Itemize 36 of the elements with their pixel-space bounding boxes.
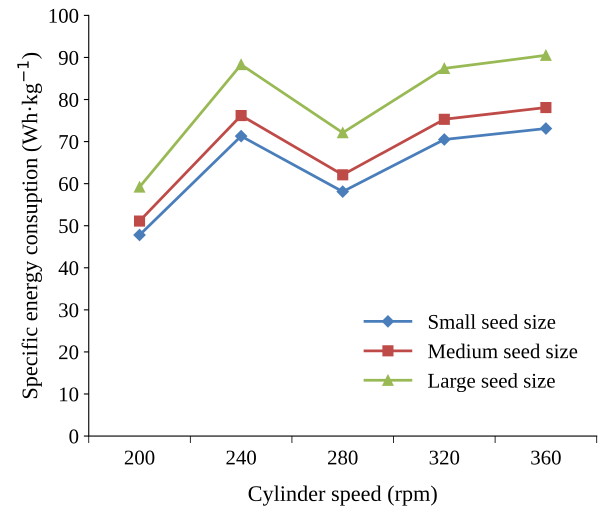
legend-label: Large seed size: [428, 373, 555, 392]
y-tick-label: 80: [58, 92, 78, 107]
legend-label: Medium seed size: [428, 344, 578, 358]
point: [134, 216, 146, 227]
legend-label: Small seed size: [428, 314, 556, 329]
point: [236, 59, 247, 70]
y-tick-label: 40: [58, 261, 78, 276]
y-tick-label: 70: [60, 134, 78, 150]
point: [336, 186, 349, 198]
point: [438, 114, 450, 125]
x-tick-label: 240: [226, 450, 256, 465]
point: [134, 181, 146, 193]
x-tick-label: 200: [124, 450, 154, 465]
y-tick-label: 20: [59, 345, 78, 360]
point: [438, 133, 450, 146]
y-tick-label: 90: [58, 50, 78, 65]
point: [540, 102, 552, 114]
y-tick-label: 10: [60, 387, 78, 402]
point: [235, 130, 248, 142]
x-tick-label: 280: [328, 450, 358, 465]
point: [438, 62, 450, 74]
point: [540, 50, 552, 61]
point: [236, 110, 247, 122]
point: [540, 122, 552, 135]
y-tick-label: 60: [59, 177, 78, 192]
point: [337, 169, 348, 180]
x-axis-title: Cylinder speed (rpm): [248, 486, 437, 506]
point: [133, 228, 146, 242]
x-tick-label: 360: [531, 450, 561, 465]
point: [337, 127, 348, 138]
x-tick-label: 320: [430, 450, 460, 465]
y-axis-title: Specific energy consuption (Wh·kg$^{−1}$): [17, 52, 42, 398]
y-tick-label: 30: [59, 303, 78, 318]
y-tick-label: 0: [69, 429, 78, 444]
y-tick-label: 50: [59, 219, 78, 234]
y-tick-label: 100: [50, 8, 78, 23]
